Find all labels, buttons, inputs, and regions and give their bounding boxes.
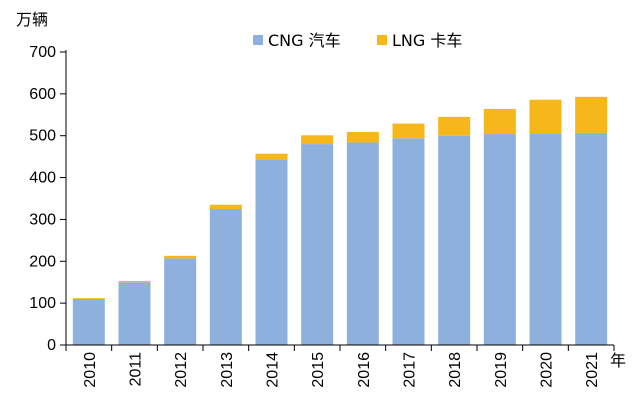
bar-cng-2011 [118, 282, 151, 345]
bar-lng-2019 [483, 108, 516, 135]
bar-lng-2016 [346, 131, 379, 143]
x-tick-label-2010: 2010 [82, 352, 99, 388]
legend-label-lng: LNG 卡车 [392, 31, 462, 50]
bar-lng-2010 [72, 298, 105, 299]
x-tick-label-2018: 2018 [447, 352, 464, 388]
bar-cng-2020 [529, 133, 562, 345]
x-tick-label-2011: 2011 [128, 352, 145, 387]
legend-swatch-cng [253, 35, 263, 45]
bar-cng-2012 [164, 258, 197, 345]
plot-area [72, 96, 608, 345]
legend: CNG 汽车 LNG 卡车 [253, 31, 462, 50]
y-tick-label-200: 200 [29, 253, 56, 270]
x-axis-label: 年 [610, 351, 626, 370]
bar-lng-2018 [438, 116, 471, 136]
x-tick-label-2017: 2017 [402, 352, 419, 388]
y-tick-label-400: 400 [29, 170, 56, 187]
bar-cng-2010 [72, 298, 105, 345]
bar-cng-2018 [438, 135, 471, 345]
y-tick-label-0: 0 [47, 337, 56, 354]
x-tick-label-2012: 2012 [173, 352, 190, 388]
x-tick-label-2016: 2016 [356, 352, 373, 388]
bar-cng-2013 [209, 208, 242, 345]
bar-lng-2013 [209, 204, 242, 209]
bar-cng-2017 [392, 138, 425, 345]
y-axis-label: 万辆 [16, 10, 48, 29]
y-tick-label-100: 100 [29, 295, 56, 312]
bar-lng-2015 [301, 135, 334, 145]
bar-lng-2020 [529, 99, 562, 134]
y-tick-label-700: 700 [29, 44, 56, 61]
axes: 0 100 200 300 400 500 600 700 2010 2011 2012 2013 20… [29, 44, 615, 388]
bar-lng-2011 [118, 280, 151, 283]
x-tick-label-2019: 2019 [493, 352, 510, 388]
x-tick-label-2020: 2020 [539, 352, 556, 388]
y-tick-label-300: 300 [29, 211, 56, 228]
legend-swatch-lng [377, 35, 387, 45]
bar-lng-2021 [575, 96, 608, 133]
bar-lng-2017 [392, 123, 425, 139]
bar-cng-2019 [483, 134, 516, 345]
y-tick-label-500: 500 [29, 128, 56, 145]
bar-lng-2014 [255, 153, 288, 160]
bar-cng-2014 [255, 159, 288, 345]
x-tick-label-2015: 2015 [310, 352, 327, 388]
x-tick-label-2021: 2021 [584, 352, 601, 388]
bar-cng-2016 [346, 142, 379, 345]
bar-lng-2012 [164, 255, 197, 259]
bar-cng-2015 [301, 144, 334, 345]
x-tick-label-2013: 2013 [219, 352, 236, 388]
y-tick-label-600: 600 [29, 86, 56, 103]
legend-label-cng: CNG 汽车 [268, 31, 341, 50]
bar-cng-2021 [575, 132, 608, 345]
x-tick-label-2014: 2014 [265, 352, 282, 388]
